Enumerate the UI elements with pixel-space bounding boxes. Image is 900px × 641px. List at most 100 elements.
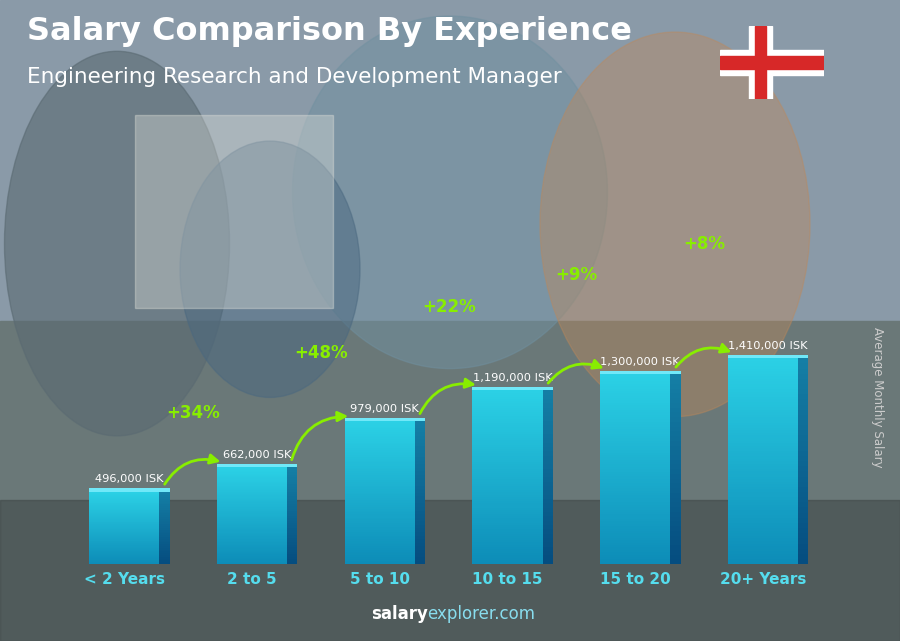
Bar — [543, 451, 553, 456]
Bar — [89, 496, 159, 497]
Bar — [472, 453, 543, 456]
Bar — [728, 559, 798, 562]
Bar — [543, 421, 553, 425]
Bar — [728, 490, 798, 492]
Bar — [287, 547, 297, 549]
Bar — [89, 535, 159, 536]
Bar — [217, 552, 287, 553]
Bar — [472, 531, 543, 534]
Bar — [798, 420, 808, 425]
Bar — [472, 390, 543, 392]
Bar — [670, 412, 680, 417]
Bar — [415, 560, 425, 564]
Bar — [345, 539, 415, 541]
Bar — [798, 394, 808, 399]
Bar — [728, 389, 798, 392]
Bar — [728, 456, 798, 458]
Bar — [159, 508, 169, 510]
Bar — [472, 440, 543, 442]
Bar — [89, 547, 159, 548]
Bar — [600, 503, 670, 505]
Bar — [600, 381, 670, 384]
Bar — [728, 394, 798, 397]
Bar — [415, 528, 425, 532]
Bar — [415, 446, 425, 450]
Bar — [217, 558, 287, 559]
Bar — [600, 458, 670, 460]
Bar — [472, 421, 543, 423]
Bar — [345, 548, 415, 550]
Bar — [728, 533, 798, 536]
Bar — [600, 424, 670, 426]
Bar — [345, 480, 415, 482]
Bar — [472, 553, 543, 555]
Bar — [345, 437, 415, 439]
Bar — [415, 514, 425, 518]
Bar — [159, 549, 169, 551]
Bar — [798, 404, 808, 410]
Bar — [159, 503, 169, 504]
Bar — [345, 460, 415, 462]
Bar — [728, 541, 798, 544]
Text: 1,190,000 ISK: 1,190,000 ISK — [472, 373, 553, 383]
Bar — [728, 505, 798, 508]
Bar — [543, 508, 553, 512]
Text: Average Monthly Salary: Average Monthly Salary — [871, 327, 884, 468]
Bar — [345, 516, 415, 518]
Bar — [217, 469, 287, 470]
Bar — [543, 469, 553, 473]
Bar — [670, 469, 680, 474]
Bar — [287, 528, 297, 530]
Bar — [217, 535, 287, 537]
Bar — [217, 515, 287, 516]
Bar — [543, 429, 553, 434]
Bar — [600, 448, 670, 450]
Bar — [728, 361, 798, 363]
Bar — [217, 522, 287, 523]
Bar — [287, 501, 297, 504]
Bar — [472, 406, 543, 408]
Bar — [728, 433, 798, 435]
Bar — [600, 445, 670, 448]
Bar — [89, 507, 159, 508]
Bar — [217, 475, 287, 476]
Text: 1,410,000 ISK: 1,410,000 ISK — [728, 341, 808, 351]
Bar — [472, 428, 543, 429]
Bar — [472, 470, 543, 473]
Bar — [543, 447, 553, 451]
Bar — [345, 500, 415, 501]
Bar — [217, 556, 287, 557]
Bar — [89, 512, 159, 513]
Bar — [600, 554, 670, 557]
Bar — [728, 453, 798, 456]
Bar — [345, 505, 415, 507]
Bar — [287, 530, 297, 533]
Bar — [600, 543, 670, 545]
Bar — [345, 559, 415, 560]
Bar — [217, 503, 287, 504]
Bar — [543, 408, 553, 412]
Bar — [345, 519, 415, 521]
Bar — [600, 455, 670, 458]
Bar — [728, 546, 798, 549]
Bar — [543, 417, 553, 421]
Bar — [600, 415, 670, 417]
Bar — [89, 553, 159, 554]
Bar — [472, 438, 543, 440]
Bar — [287, 506, 297, 508]
Bar — [472, 506, 543, 508]
Bar — [472, 392, 543, 395]
Bar — [217, 507, 287, 508]
Bar — [345, 423, 415, 425]
Bar — [159, 501, 169, 503]
Bar — [89, 517, 159, 518]
Text: explorer.com: explorer.com — [428, 605, 536, 623]
Bar — [159, 512, 169, 513]
Bar — [728, 500, 798, 503]
Bar — [217, 547, 287, 549]
Bar — [89, 511, 159, 512]
Bar — [217, 493, 287, 494]
Bar — [543, 517, 553, 520]
Bar — [600, 474, 670, 476]
Bar — [287, 562, 297, 564]
